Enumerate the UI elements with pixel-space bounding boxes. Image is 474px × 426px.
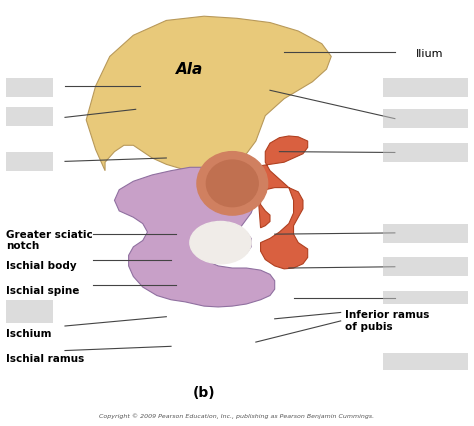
Text: Inferior ramus
of pubis: Inferior ramus of pubis [346,310,430,332]
Text: Ischial ramus: Ischial ramus [6,354,84,364]
Bar [6,78,53,97]
Bar [6,152,53,171]
Text: Ischial body: Ischial body [6,261,77,271]
Bar [383,257,468,276]
Bar [6,300,53,323]
Text: Ischium: Ischium [6,328,52,339]
Text: Ala: Ala [176,62,203,77]
Bar [383,291,468,304]
Text: Copyright © 2009 Pearson Education, Inc., publishing as Pearson Benjamin Cumming: Copyright © 2009 Pearson Education, Inc.… [100,413,374,419]
Polygon shape [256,136,308,269]
Ellipse shape [190,222,251,264]
Circle shape [206,160,258,207]
Bar [383,109,468,128]
Bar [383,78,468,97]
Circle shape [197,152,268,215]
Text: Ilium: Ilium [416,49,444,59]
Polygon shape [115,167,275,307]
Text: Greater sciatic
notch: Greater sciatic notch [6,230,93,251]
Bar [383,143,468,162]
Bar [383,224,468,243]
Text: Ischial spine: Ischial spine [6,286,80,296]
Text: (b): (b) [193,386,215,400]
Bar [6,107,53,126]
Polygon shape [86,16,331,171]
Bar [383,353,468,370]
